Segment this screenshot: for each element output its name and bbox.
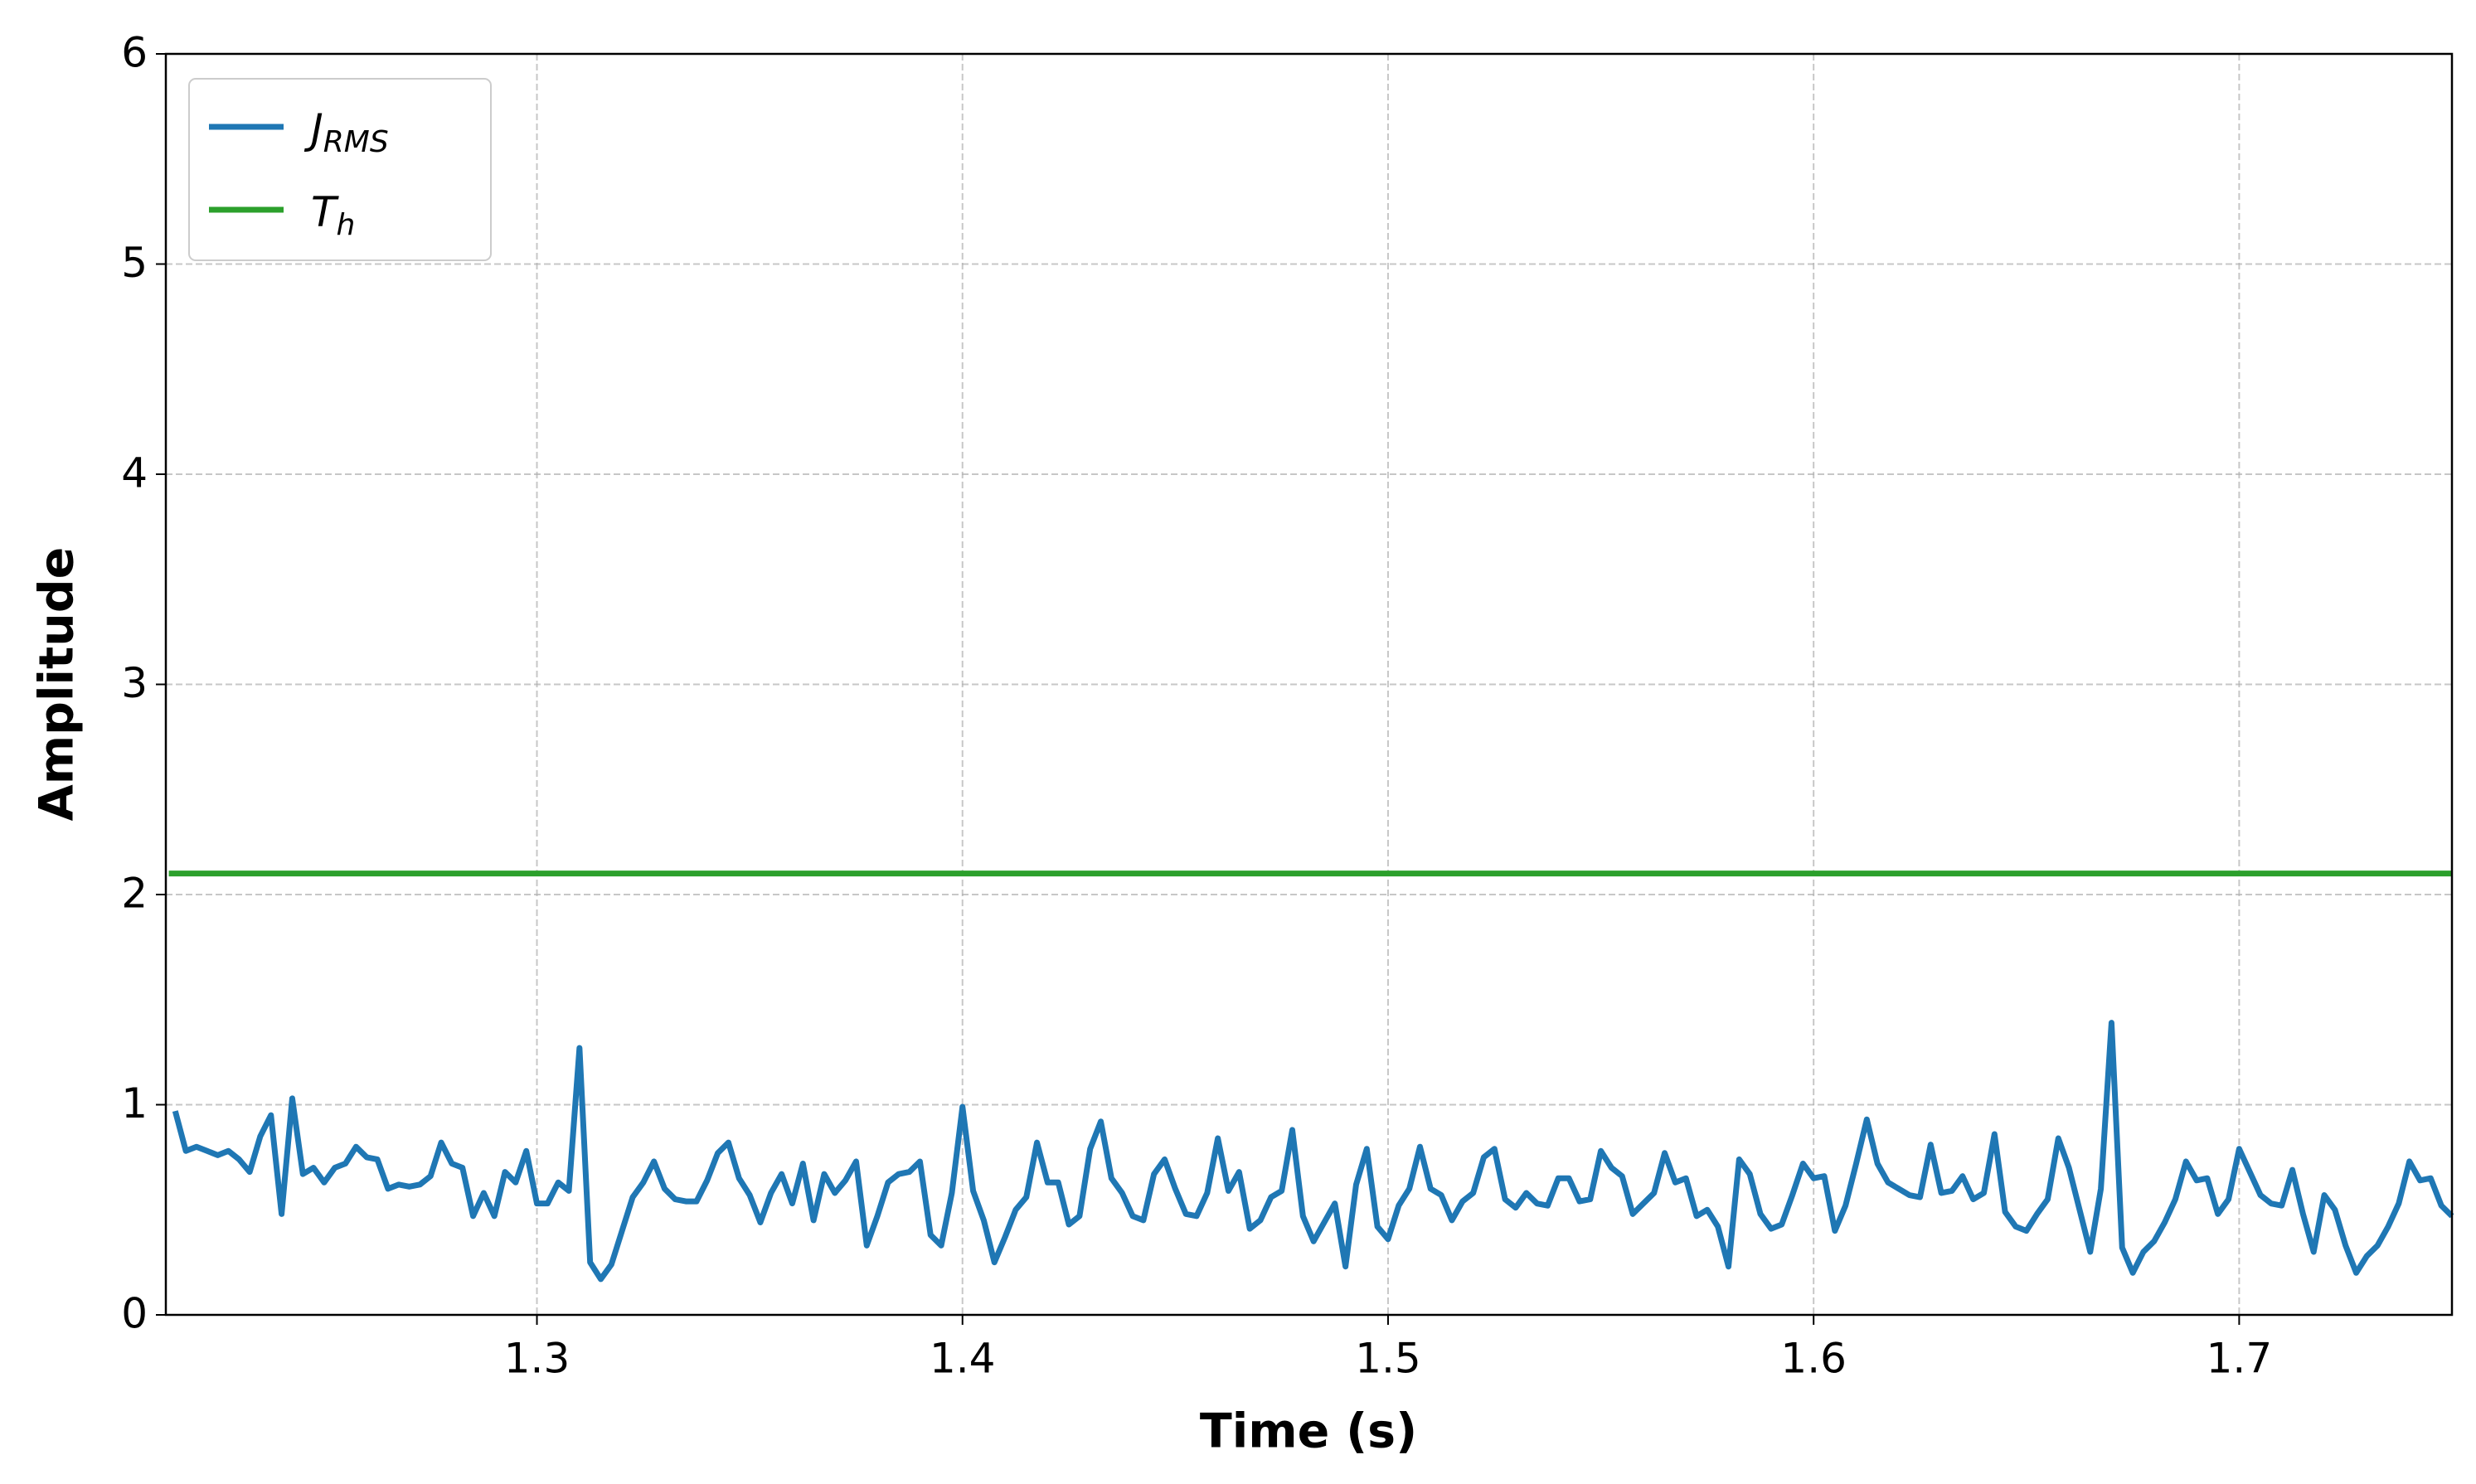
y-tick-label: 3: [121, 659, 148, 707]
y-tick-label: 4: [121, 449, 148, 497]
legend-subscript: h: [337, 208, 356, 242]
y-tick-label: 1: [121, 1079, 148, 1128]
x-axis-label: Time (s): [1200, 1404, 1417, 1459]
x-tick-label: 1.6: [1780, 1335, 1847, 1383]
x-tick-label: 1.3: [504, 1335, 570, 1383]
data-line: [172, 1020, 2454, 1283]
y-axis-label: Amplitude: [30, 547, 85, 822]
legend-subscript: RMS: [323, 125, 389, 159]
x-tick-label: 1.5: [1355, 1335, 1421, 1383]
y-tick-label: 5: [121, 239, 148, 287]
plot-frame: [164, 52, 2454, 1317]
legend-name: T: [311, 188, 339, 236]
y-tick-label: 6: [121, 29, 148, 77]
legend-label: Th: [311, 188, 355, 243]
x-tick-label: 1.4: [930, 1335, 996, 1383]
y-tick-label: 2: [121, 870, 148, 918]
x-tick-label: 1.7: [2207, 1335, 2273, 1383]
y-tick-label: 0: [121, 1290, 148, 1338]
